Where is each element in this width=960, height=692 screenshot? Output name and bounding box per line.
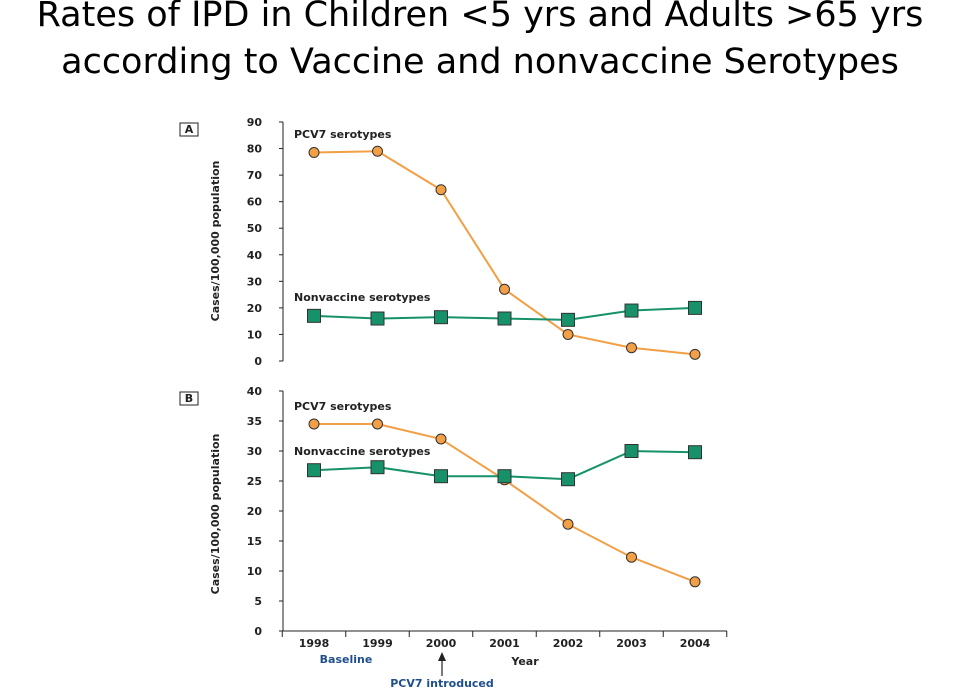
y-tick-label: 15 [247,535,262,548]
nonvaccine-data-point [688,300,702,315]
pcv7-data-point [626,342,637,354]
pcv7-data-point [308,418,320,430]
panel-letter: B [185,392,193,405]
pcv7-data-point [435,184,447,196]
nonvaccine-data-point [624,444,639,458]
y-tick-label: 25 [247,475,262,488]
y-tick-label: 30 [247,445,263,458]
nonvaccine-data-point [434,469,448,484]
nonvaccine-data-point [497,311,512,326]
y-tick-label: 40 [247,249,263,262]
y-tick-label: 0 [254,355,262,368]
y-tick-label: 30 [247,275,263,288]
x-axis-label: Year [510,655,539,668]
chart-title-line2: according to Vaccine and nonvaccine Sero… [61,42,899,82]
y-tick-label: 20 [247,302,263,315]
x-tick-label: 2002 [553,637,584,650]
pcv7-data-point [562,328,574,340]
pcv7-series-label: PCV7 serotypes [294,128,392,141]
nonvaccine-data-point [370,311,385,326]
baseline-note: Baseline [320,653,373,666]
introduced-arrow-head [438,652,446,661]
y-tick-label: 10 [247,328,263,341]
y-tick-label: 40 [247,385,263,398]
panel-letter-box [179,391,199,406]
y-tick-label: 20 [247,505,263,518]
pcv7-data-point [435,433,447,445]
nonvaccine-data-point [497,469,512,484]
pcv7-data-point [308,147,320,159]
pcv7-series-label: PCV7 serotypes [294,400,392,413]
pcv7-data-point [372,145,383,157]
nonvaccine-series-label: Nonvaccine serotypes [294,291,431,304]
x-tick-label: 1999 [362,637,393,650]
x-tick-label: 1998 [299,637,330,650]
x-tick-label: 2000 [426,637,457,650]
y-tick-label: 50 [247,222,263,235]
pcv7-data-point [689,576,701,588]
pcv7-data-point [626,551,637,563]
y-axis-label: Cases/100,000 population [209,434,222,595]
x-tick-label: 2004 [680,637,711,650]
y-tick-label: 70 [247,169,263,182]
y-axis-label: Cases/100,000 population [209,161,222,322]
nonvaccine-data-point [307,308,321,323]
nonvaccine-data-point [434,310,448,325]
pcv7-data-point [372,418,383,430]
nonvaccine-data-point [561,312,575,327]
pcv7-data-point [499,283,510,295]
nonvaccine-series-label: Nonvaccine serotypes [294,445,431,458]
y-tick-label: 5 [254,595,262,608]
y-tick-label: 60 [247,196,263,209]
x-tick-label: 2001 [489,637,520,650]
pcv7-data-point [689,348,701,360]
panel-letter-box [179,122,199,137]
pcv7-introduced-note: PCV7 introduced [390,677,494,690]
nonvaccine-data-point [624,303,639,318]
panel-letter: A [185,123,194,136]
y-tick-label: 0 [254,625,262,638]
y-tick-label: 35 [247,415,262,428]
nonvaccine-data-point [307,463,321,478]
chart-title-line1: Rates of IPD in Children <5 yrs and Adul… [36,0,924,35]
y-tick-label: 80 [247,143,263,156]
y-tick-label: 90 [247,116,263,129]
nonvaccine-data-point [688,445,702,460]
pcv7-data-point [562,518,574,530]
nonvaccine-data-point [370,460,385,475]
x-tick-label: 2003 [616,637,647,650]
nonvaccine-data-point [561,472,575,487]
y-tick-label: 10 [247,565,263,578]
